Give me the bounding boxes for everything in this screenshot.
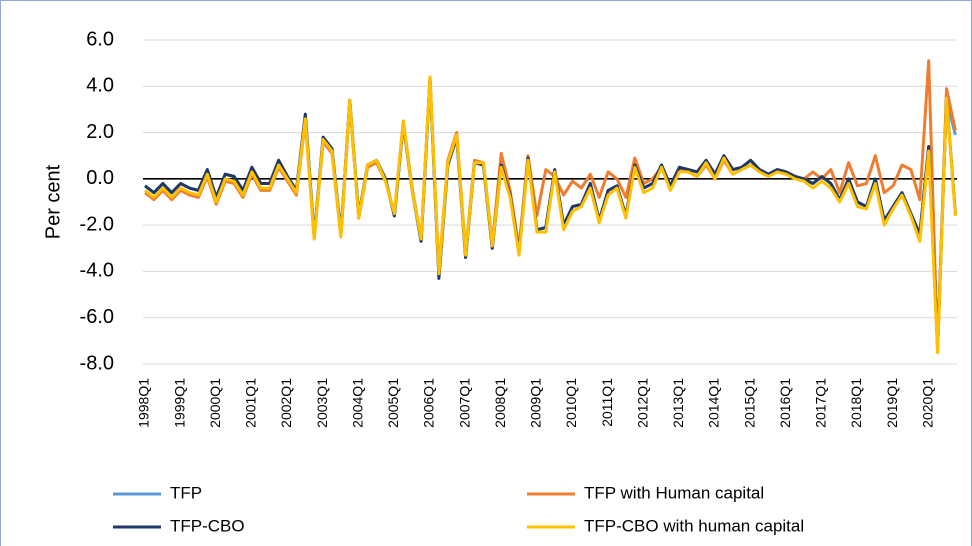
x-tick-label: 2006Q1 xyxy=(421,378,437,428)
y-axis-title: Per cent xyxy=(42,164,64,239)
series-line xyxy=(144,75,957,354)
x-tick-label: 2016Q1 xyxy=(777,378,793,428)
x-tick-label: 2011Q1 xyxy=(599,378,615,427)
x-tick-label: 2012Q1 xyxy=(634,378,650,428)
x-tick-label: 2009Q1 xyxy=(528,378,544,428)
x-tick-label: 2000Q1 xyxy=(207,378,223,428)
x-tick-label: 2002Q1 xyxy=(278,378,294,428)
y-tick-label: 0.0 xyxy=(86,167,114,189)
x-tick-label: 2020Q1 xyxy=(919,378,935,428)
y-tick-label: -4.0 xyxy=(80,260,114,282)
x-tick-label: 1999Q1 xyxy=(171,378,187,428)
y-tick-label: 4.0 xyxy=(86,75,114,97)
x-tick-label: 2004Q1 xyxy=(349,378,365,428)
x-tick-label: 2010Q1 xyxy=(563,378,579,428)
y-tick-label: 6.0 xyxy=(86,28,114,50)
legend-label: TFP with Human capital xyxy=(584,483,764,502)
series-line xyxy=(144,77,957,350)
x-tick-label: 2019Q1 xyxy=(884,378,900,428)
y-tick-label: -8.0 xyxy=(80,352,114,374)
x-tick-label: 2003Q1 xyxy=(314,378,330,428)
x-tick-label: 2014Q1 xyxy=(706,378,722,428)
x-tick-label: 2008Q1 xyxy=(492,378,508,428)
y-tick-label: -2.0 xyxy=(80,213,114,235)
x-tick-label: 2005Q1 xyxy=(385,378,401,428)
legend-label: TFP-CBO with human capital xyxy=(584,516,804,535)
y-tick-label: -6.0 xyxy=(80,306,114,328)
legend-label: TFP-CBO xyxy=(170,516,245,535)
x-tick-label: 2013Q1 xyxy=(670,378,686,428)
series-line xyxy=(144,77,957,350)
x-tick-label: 2015Q1 xyxy=(741,378,757,428)
x-tick-label: 1998Q1 xyxy=(136,378,152,428)
legend-label: TFP xyxy=(170,483,202,502)
y-tick-label: 2.0 xyxy=(86,121,114,143)
x-tick-label: 2007Q1 xyxy=(456,378,472,428)
x-tick-label: 2017Q1 xyxy=(813,378,829,428)
x-tick-label: 2001Q1 xyxy=(243,378,259,428)
x-tick-label: 2018Q1 xyxy=(848,378,864,428)
